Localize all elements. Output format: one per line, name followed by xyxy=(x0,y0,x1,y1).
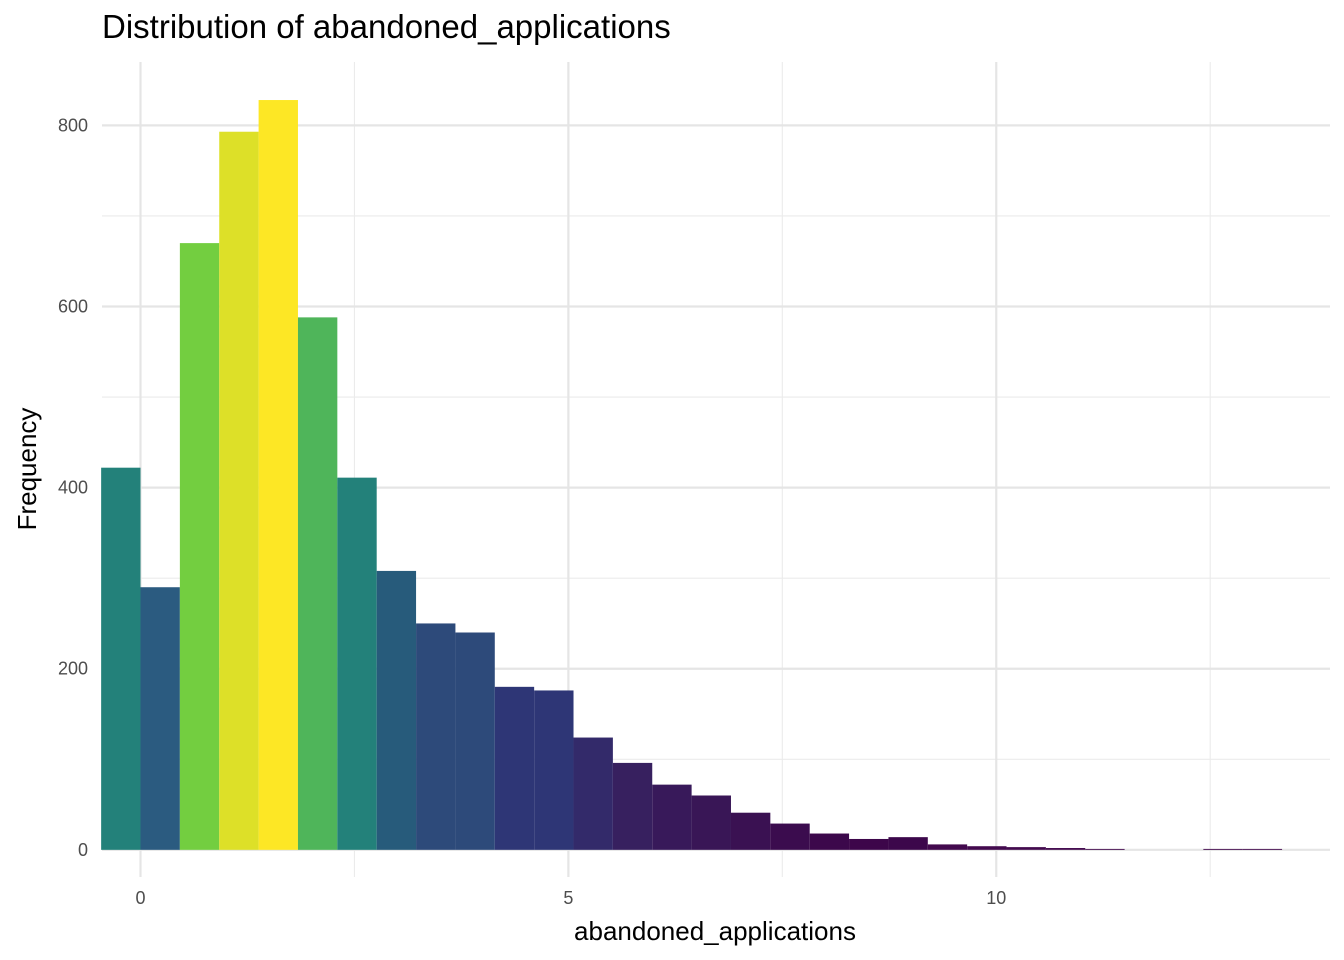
histogram-bar xyxy=(927,844,968,850)
y-axis-ticks: 0 200 400 600 800 xyxy=(58,115,88,859)
histogram-bar xyxy=(376,570,417,850)
histogram-bar xyxy=(416,623,456,850)
histogram-bar xyxy=(770,823,810,850)
histogram-bar xyxy=(1203,848,1243,850)
histogram-bar xyxy=(297,317,338,850)
histogram-bar xyxy=(494,686,535,850)
x-axis-ticks: 0 5 10 xyxy=(136,888,1007,908)
histogram-bar xyxy=(809,833,850,850)
histogram-bar xyxy=(573,737,613,850)
histogram-bar xyxy=(101,467,141,850)
histogram-bar xyxy=(652,784,692,850)
x-tick-label: 10 xyxy=(986,888,1006,908)
histogram-bar xyxy=(219,131,259,850)
y-tick-label: 200 xyxy=(58,659,88,679)
histogram-bar xyxy=(691,795,731,850)
histogram-bar xyxy=(612,762,653,850)
histogram-bar xyxy=(179,243,220,850)
x-tick-label: 0 xyxy=(136,888,146,908)
histogram-bar xyxy=(337,477,377,850)
histogram-bar xyxy=(455,632,495,850)
histogram-bar xyxy=(1085,848,1125,850)
histogram-bar xyxy=(1242,848,1283,850)
x-axis-title: abandoned_applications xyxy=(574,916,856,946)
histogram-bar xyxy=(888,837,928,850)
chart-title: Distribution of abandoned_applications xyxy=(102,8,671,45)
y-tick-label: 600 xyxy=(58,297,88,317)
histogram-bar xyxy=(967,846,1007,850)
y-tick-label: 0 xyxy=(78,840,88,860)
histogram-bar xyxy=(1045,848,1086,850)
y-tick-label: 400 xyxy=(58,478,88,498)
histogram-bar xyxy=(258,100,298,850)
histogram-bar xyxy=(140,587,180,850)
bars-layer xyxy=(101,100,1283,850)
y-axis-title: Frequency xyxy=(12,408,42,531)
y-tick-label: 800 xyxy=(58,115,88,135)
histogram-bar xyxy=(1006,847,1046,850)
x-tick-label: 5 xyxy=(563,888,573,908)
histogram-bar xyxy=(730,812,771,850)
histogram-bar xyxy=(534,690,574,850)
histogram-bar xyxy=(849,838,889,850)
